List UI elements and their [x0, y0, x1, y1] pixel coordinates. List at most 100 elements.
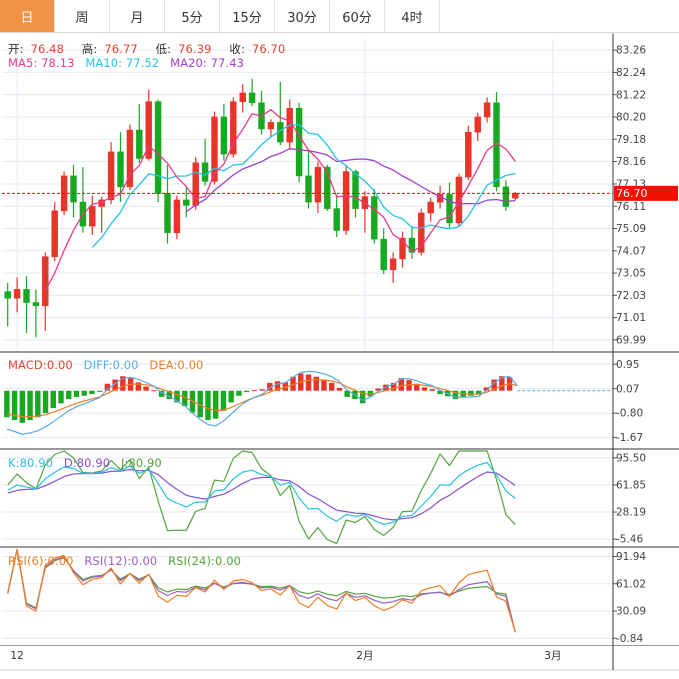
candle-body [295, 107, 303, 177]
candle-body [380, 238, 387, 271]
macd-histogram-bar [452, 390, 459, 400]
macd-histogram-bar [475, 390, 482, 395]
rsi6-line [7, 548, 516, 633]
price-axis-label: 76.11 [616, 201, 646, 213]
candle-body [342, 171, 350, 231]
candle-body [352, 171, 359, 209]
candle-body [371, 196, 378, 240]
macd-histogram-bar [81, 390, 87, 396]
macd-histogram-bar [398, 378, 405, 391]
macd-histogram-bar [174, 390, 180, 403]
macd-histogram-bar [66, 390, 72, 400]
current-price-badge [614, 185, 678, 201]
candle-body [51, 210, 58, 257]
candle-body [220, 116, 228, 155]
macd-histogram-bar [120, 376, 126, 391]
macd-histogram-bar [228, 390, 234, 403]
macd-histogram-bar [406, 380, 412, 391]
candle-body [418, 212, 425, 253]
rsi-axis-label: 91.94 [616, 551, 646, 563]
period-tab-2[interactable]: 月 [110, 0, 165, 32]
macd-histogram-bar [328, 382, 335, 391]
period-tab-0[interactable]: 日 [0, 0, 55, 32]
candle-body [154, 101, 162, 194]
x-axis-label: 2月 [356, 650, 373, 662]
candle-body [117, 151, 124, 188]
price-axis-label: 74.07 [616, 245, 646, 257]
candle-body [70, 175, 77, 203]
kdj-k-line [7, 461, 516, 525]
kdj-axis-label: 61.85 [616, 480, 646, 492]
macd-histogram-bar [437, 390, 443, 395]
chart-canvas[interactable]: 83.2682.2481.2280.2079.1878.1677.1376.11… [0, 33, 679, 679]
macd-histogram-bar [35, 390, 41, 418]
candle-body [502, 186, 510, 207]
candle-body [267, 122, 275, 130]
macd-panel-bg [2, 353, 613, 448]
macd-histogram-bar [112, 379, 118, 391]
macd-histogram-bar [89, 390, 95, 395]
macd-histogram-bar [243, 390, 250, 393]
macd-histogram-bar [158, 390, 165, 397]
macd-histogram-bar [274, 381, 281, 391]
candle-body [173, 199, 181, 233]
candle-body [89, 206, 96, 227]
candle-body [512, 193, 519, 199]
macd-histogram-bar [251, 390, 258, 392]
x-axis-bg [0, 646, 679, 670]
candle-body [13, 289, 21, 299]
candle-body [324, 166, 331, 209]
price-axis-label: 83.26 [616, 45, 646, 57]
price-axis-label: 71.01 [616, 312, 646, 324]
price-axis-label: 78.16 [616, 156, 646, 168]
macd-histogram-bar [468, 390, 474, 396]
price-axis-label: 75.09 [616, 223, 646, 235]
price-axis-label: 82.24 [616, 67, 646, 79]
kdj-axis-label: 28.19 [616, 507, 646, 519]
price-axis-label: 81.22 [616, 89, 646, 101]
candle-body [427, 201, 434, 214]
candle-body [399, 237, 406, 260]
macd-histogram-bar [491, 379, 497, 391]
price-axis-label: 80.20 [616, 112, 646, 124]
macd-histogram-bar [305, 374, 312, 391]
candle-body [145, 101, 152, 159]
macd-axis-label: 0.95 [616, 359, 639, 371]
macd-histogram-bar [151, 390, 157, 392]
candle-body [4, 291, 11, 299]
macd-histogram-bar [282, 382, 289, 391]
period-tab-1[interactable]: 周 [55, 0, 110, 32]
candle-body [201, 162, 209, 182]
macd-histogram-bar [429, 389, 435, 391]
period-tab-7[interactable]: 4时 [385, 0, 440, 32]
candle-body [455, 176, 463, 224]
rsi-axis-label: -0.84 [616, 633, 643, 645]
period-tab-6[interactable]: 60分 [330, 0, 385, 32]
candle-body [42, 256, 49, 307]
candle-body [211, 116, 218, 182]
macd-histogram-bar [212, 390, 219, 419]
period-tab-3[interactable]: 5分 [165, 0, 220, 32]
kdj-axis-label: -5.46 [616, 534, 643, 546]
candle-body [126, 129, 134, 188]
period-tab-5[interactable]: 30分 [275, 0, 330, 32]
macd-histogram-bar [220, 390, 227, 411]
rsi12-line [7, 548, 516, 633]
macd-histogram-bar [104, 383, 111, 391]
macd-histogram-bar [321, 379, 327, 391]
x-axis-label: 3月 [544, 650, 561, 662]
macd-histogram-bar [27, 390, 33, 421]
chart-area[interactable]: 83.26 82.24 81.22 80.20 79.18 78.16 77.13 76.11… [0, 33, 679, 679]
macd-histogram-bar [267, 382, 273, 391]
period-tab-4[interactable]: 15分 [220, 0, 275, 32]
x-axis-label: 12 [10, 650, 23, 662]
candle-body [239, 92, 246, 102]
macd-histogram-bar [421, 387, 428, 391]
candle-body [23, 289, 30, 303]
ma5-line [44, 109, 516, 291]
price-axis-label: 69.99 [616, 334, 646, 346]
macd-histogram-bar [483, 387, 490, 391]
candle-body [136, 129, 143, 159]
toolbar-filler [440, 0, 679, 32]
macd-histogram-bar [205, 390, 211, 421]
